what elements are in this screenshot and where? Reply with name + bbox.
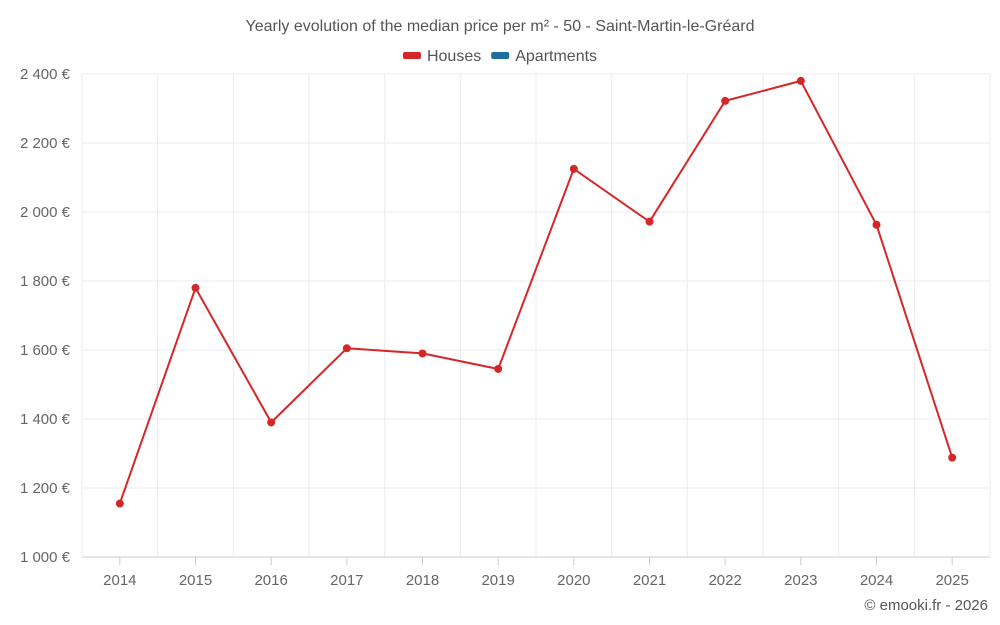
- x-tick-label: 2018: [406, 572, 439, 589]
- y-tick-label: 1 200 €: [20, 480, 71, 497]
- data-point-houses[interactable]: [191, 283, 200, 292]
- series-group: [115, 76, 957, 508]
- legend-label-apartments[interactable]: Apartments: [515, 48, 597, 65]
- data-point-houses[interactable]: [872, 220, 881, 229]
- y-tick-label: 1 800 €: [20, 273, 71, 290]
- x-tick-label: 2021: [633, 572, 666, 589]
- data-point-houses[interactable]: [721, 96, 730, 105]
- x-tick-label: 2015: [179, 572, 212, 589]
- legend-label-houses[interactable]: Houses: [427, 48, 481, 65]
- x-tick-label: 2022: [708, 572, 741, 589]
- data-point-houses[interactable]: [494, 364, 503, 373]
- y-tick-label: 1 400 €: [20, 411, 71, 428]
- legend: Houses Apartments: [402, 48, 597, 65]
- data-point-houses[interactable]: [267, 418, 276, 427]
- x-tick-label: 2024: [860, 572, 893, 589]
- data-point-houses[interactable]: [645, 217, 654, 226]
- x-tick-label: 2023: [784, 572, 817, 589]
- x-tick-label: 2014: [103, 572, 136, 589]
- credit-text: © emooki.fr - 2026: [864, 597, 988, 614]
- x-tick-label: 2016: [254, 572, 287, 589]
- y-tick-label: 2 000 €: [20, 204, 71, 221]
- data-point-houses[interactable]: [948, 453, 957, 462]
- y-tick-label: 1 600 €: [20, 342, 71, 359]
- chart-title: Yearly evolution of the median price per…: [246, 18, 755, 35]
- legend-swatch-apartments[interactable]: [491, 52, 510, 59]
- y-tick-label: 1 000 €: [20, 549, 71, 566]
- x-tick-label: 2020: [557, 572, 590, 589]
- data-point-houses[interactable]: [115, 499, 124, 508]
- x-tick-label: 2017: [330, 572, 363, 589]
- x-tick-label: 2025: [935, 572, 968, 589]
- data-point-houses[interactable]: [796, 76, 805, 85]
- legend-swatch-houses[interactable]: [402, 52, 421, 59]
- x-tick-label: 2019: [481, 572, 514, 589]
- gridlines: [81, 73, 991, 557]
- data-point-houses[interactable]: [342, 344, 351, 353]
- series-line-houses: [118, 79, 954, 504]
- data-point-houses[interactable]: [569, 164, 578, 173]
- y-tick-label: 2 200 €: [20, 135, 71, 152]
- data-point-houses[interactable]: [418, 349, 427, 358]
- y-tick-label: 2 400 €: [20, 66, 71, 83]
- y-axis: 1 000 € 1 200 € 1 400 € 1 600 € 1 800 € 2 000…: [20, 66, 71, 566]
- x-axis: 2014 2015 2016 2017 2018 2019 2020 2021 2022 2023…: [82, 556, 990, 589]
